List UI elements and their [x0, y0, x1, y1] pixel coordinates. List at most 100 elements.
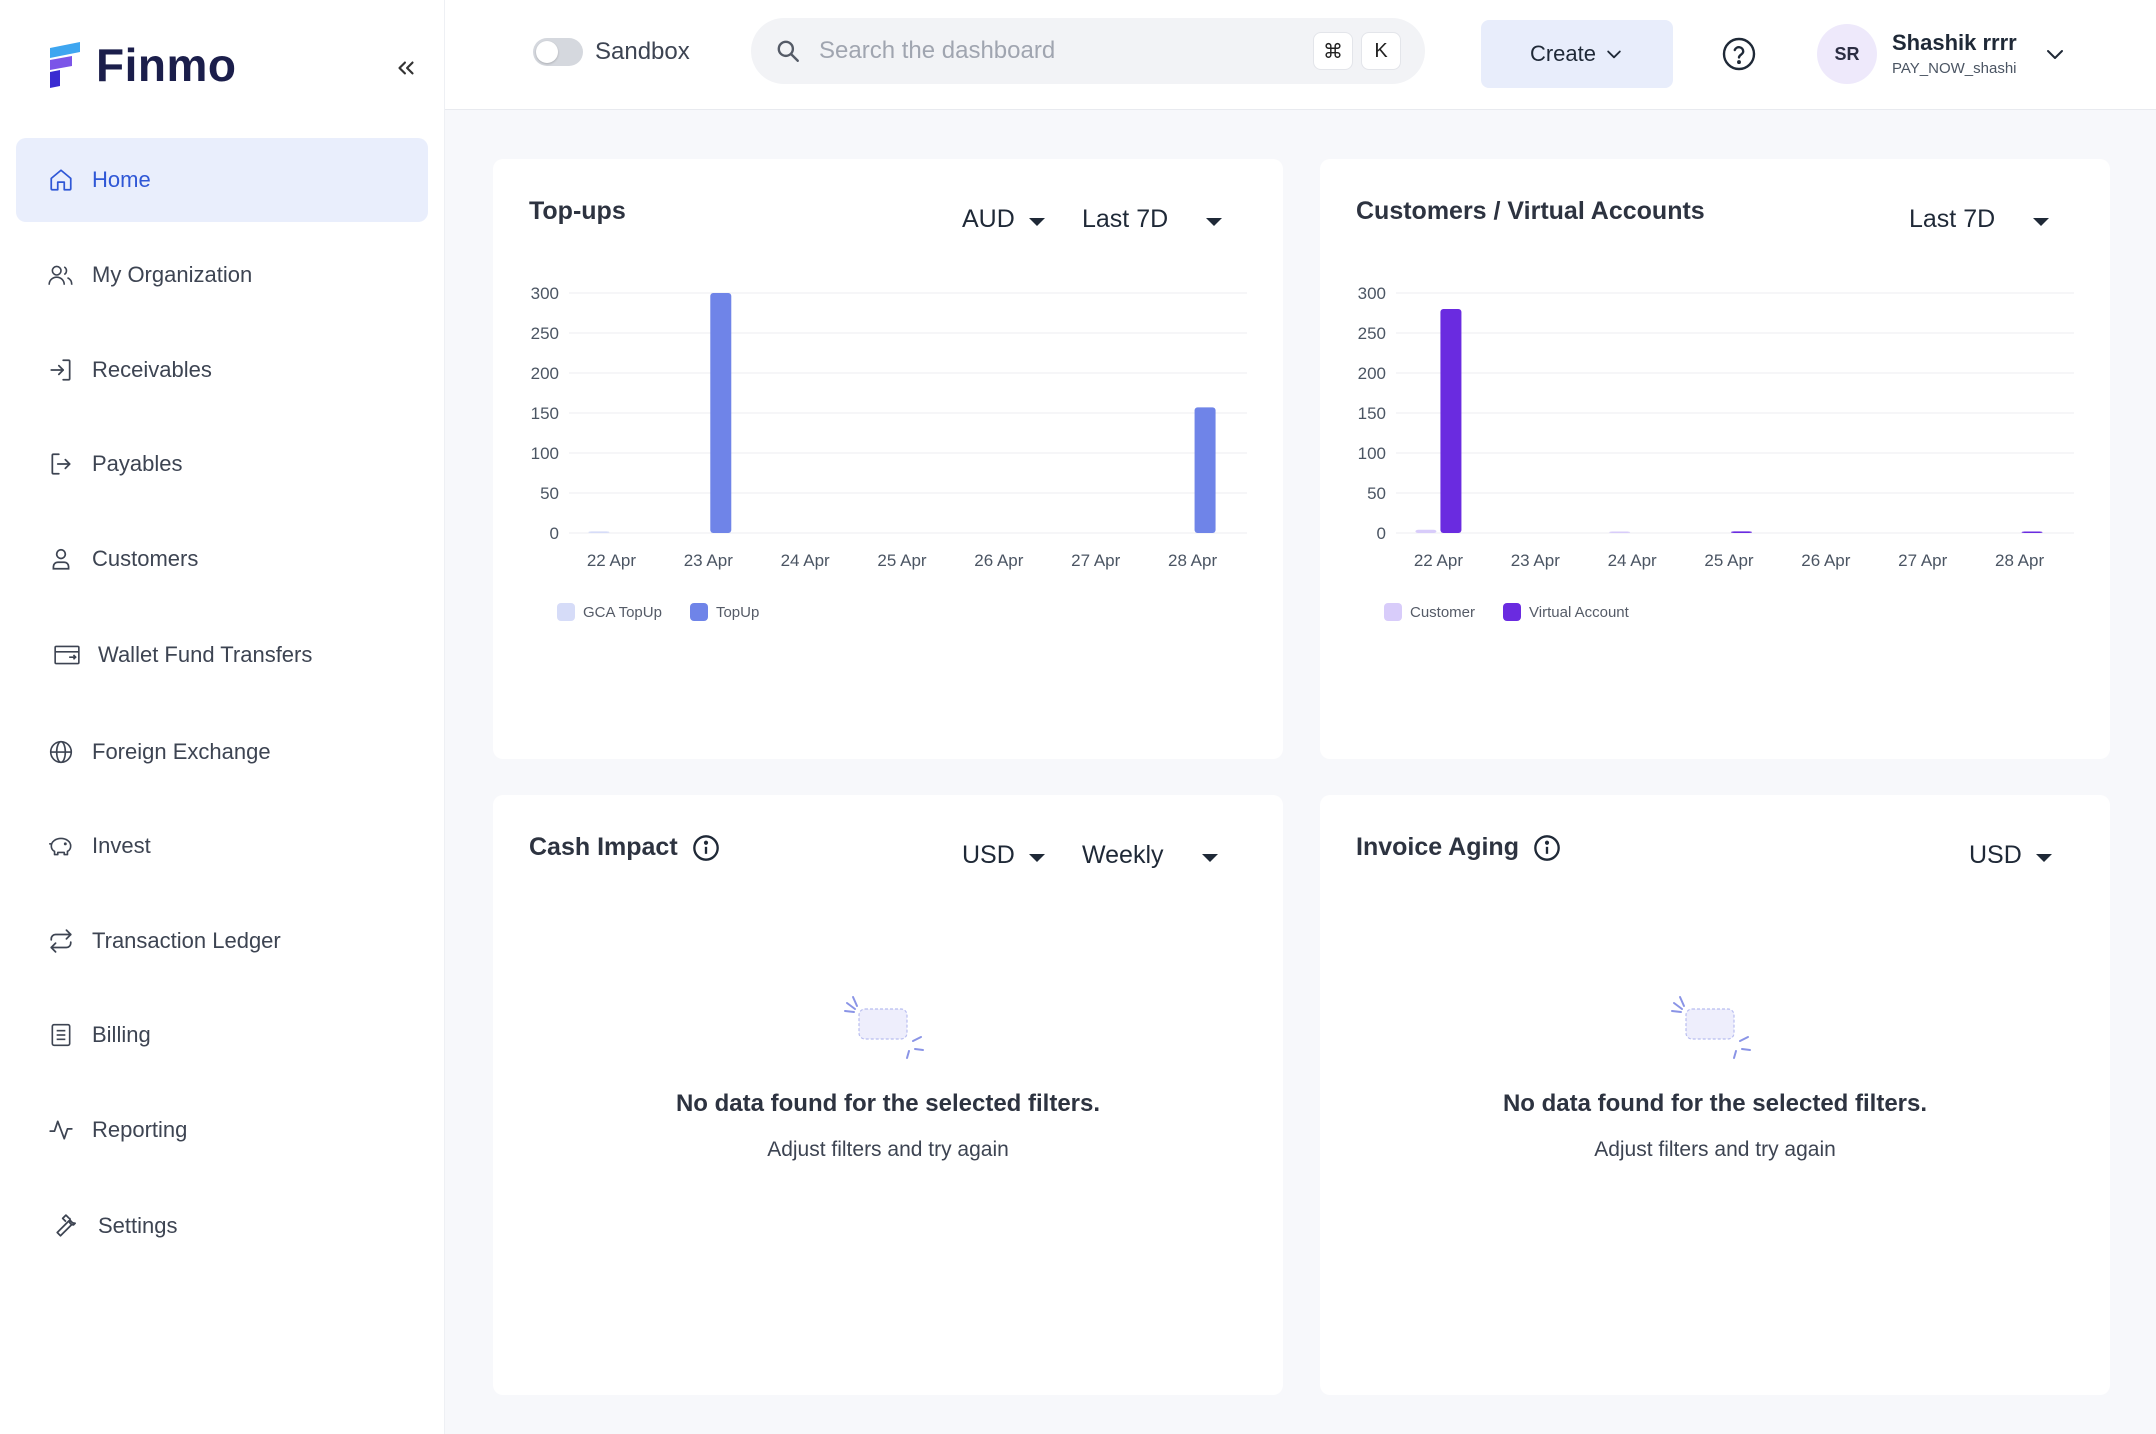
- chart-bar-virtual-account: [1731, 531, 1752, 533]
- currency-dropdown[interactable]: USD: [962, 841, 1045, 870]
- sidebar-item-label: Reporting: [92, 1117, 188, 1142]
- period-dropdown-value: Weekly: [1082, 841, 1164, 869]
- activity-icon: [46, 1115, 76, 1145]
- y-tick-label: 0: [550, 524, 559, 543]
- topups-title: Top-ups: [529, 197, 626, 225]
- sidebar-item-label: My Organization: [92, 262, 253, 287]
- topups-card: Top-ups AUD Last 7D 0 50 100 150 200 250 300 22…: [493, 159, 1283, 759]
- caret-down-icon: [2033, 217, 2050, 226]
- legend-item[interactable]: GCA TopUp: [557, 603, 662, 621]
- customers-title: Customers / Virtual Accounts: [1356, 197, 1705, 225]
- empty-state-subtitle: Adjust filters and try again: [767, 1138, 1009, 1161]
- sidebar-item-receivables[interactable]: Receivables: [16, 328, 428, 412]
- home-icon: [46, 165, 76, 195]
- create-button[interactable]: Create: [1481, 20, 1673, 88]
- sidebar-item-reporting[interactable]: Reporting: [16, 1088, 428, 1172]
- sidebar-item-payables[interactable]: Payables: [16, 422, 428, 506]
- customers-chart: 0 50 100 150 200 250 300 22 Apr 23 Apr 24 Apr 25 A…: [1358, 284, 2074, 570]
- chevrons-left-icon: [398, 61, 414, 75]
- chart-bar-customer: [1609, 531, 1631, 533]
- customers-card: Customers / Virtual Accounts Last 7D 0 50…: [1320, 159, 2110, 759]
- receipt-icon: [46, 1020, 76, 1050]
- sidebar-item-foreign-exchange[interactable]: Foreign Exchange: [16, 710, 428, 794]
- period-dropdown[interactable]: Weekly: [1082, 841, 1218, 870]
- legend-label: Customer: [1410, 603, 1476, 621]
- date-range-dropdown[interactable]: Last 7D: [1909, 205, 2050, 234]
- sidebar-item-label: Settings: [98, 1213, 178, 1238]
- sidebar-item-billing[interactable]: Billing: [16, 993, 428, 1077]
- shortcut-key-k: K: [1361, 32, 1401, 70]
- legend-swatch: [1384, 603, 1402, 621]
- legend-label: Virtual Account: [1529, 603, 1629, 621]
- search-input[interactable]: [819, 37, 1299, 65]
- caret-down-icon: [1028, 217, 1045, 226]
- chart-bar-topup: [1194, 407, 1216, 533]
- empty-state-illustration: [1671, 996, 1751, 1059]
- sidebar-item-my-organization[interactable]: My Organization: [16, 233, 428, 317]
- user-icon: [46, 544, 76, 574]
- card-title: Customers / Virtual Accounts: [1356, 197, 1705, 226]
- sidebar-item-label: Foreign Exchange: [92, 739, 271, 764]
- chevron-down-icon: [1607, 50, 1621, 59]
- info-icon[interactable]: [1533, 834, 1561, 862]
- chart-bar-gca-topup: [588, 531, 610, 533]
- user-name[interactable]: Shashik rrrr: [1892, 30, 2017, 55]
- help-icon[interactable]: [1721, 36, 1757, 72]
- date-range-dropdown[interactable]: Last 7D: [1082, 205, 1223, 234]
- x-tick-label: 23 Apr: [1511, 551, 1560, 570]
- legend-swatch: [1503, 603, 1522, 621]
- currency-dropdown[interactable]: USD: [1969, 841, 2052, 870]
- logout-arrow-icon: [46, 449, 76, 479]
- sidebar-item-settings[interactable]: Settings: [16, 1184, 428, 1268]
- sidebar-item-label: Invest: [92, 833, 151, 858]
- y-tick-label: 250: [1358, 324, 1386, 343]
- y-tick-label: 50: [1367, 484, 1386, 503]
- empty-state-title: No data found for the selected filters.: [675, 1090, 1101, 1117]
- topups-legend: GCA TopUp TopUp: [557, 603, 787, 621]
- sidebar-item-customers[interactable]: Customers: [16, 517, 428, 601]
- login-arrow-icon: [46, 355, 76, 385]
- caret-down-icon: [1028, 853, 1045, 862]
- search-bar[interactable]: ⌘ K: [751, 18, 1425, 84]
- currency-dropdown-value: USD: [1969, 841, 2022, 869]
- x-tick-label: 28 Apr: [1168, 551, 1217, 570]
- info-icon[interactable]: [692, 834, 720, 862]
- caret-down-icon: [1201, 853, 1218, 862]
- topups-chart: 0 50 100 150 200 250 300 22 Apr 23 Apr 24 Apr 25 A…: [531, 284, 1247, 570]
- date-range-dropdown-value: Last 7D: [1082, 205, 1169, 233]
- x-tick-label: 25 Apr: [1704, 551, 1753, 570]
- legend-swatch: [557, 603, 575, 621]
- sandbox-toggle[interactable]: [533, 38, 583, 66]
- sidebar-item-invest[interactable]: Invest: [16, 804, 428, 888]
- empty-state: No data found for the selected filters. …: [493, 1090, 1283, 1162]
- brand-logo[interactable]: Finmo: [46, 38, 236, 92]
- avatar[interactable]: SR: [1817, 24, 1877, 84]
- sidebar-item-label: Customers: [92, 546, 199, 571]
- empty-state: No data found for the selected filters. …: [1320, 1090, 2110, 1162]
- currency-dropdown[interactable]: AUD: [962, 205, 1045, 234]
- legend-item[interactable]: Customer: [1384, 603, 1475, 621]
- x-tick-label: 27 Apr: [1898, 551, 1947, 570]
- wallet-transfer-icon: [52, 640, 82, 670]
- collapse-sidebar-button[interactable]: [388, 50, 424, 86]
- x-tick-label: 24 Apr: [781, 551, 830, 570]
- sidebar-item-transaction-ledger[interactable]: Transaction Ledger: [16, 899, 428, 983]
- users-icon: [46, 260, 76, 290]
- x-tick-label: 26 Apr: [1801, 551, 1850, 570]
- sidebar-item-wallet-fund-transfers[interactable]: Wallet Fund Transfers: [16, 613, 428, 697]
- x-tick-label: 26 Apr: [974, 551, 1023, 570]
- legend-item[interactable]: Virtual Account: [1503, 603, 1629, 621]
- sidebar-item-home[interactable]: Home: [16, 138, 428, 222]
- legend-item[interactable]: TopUp: [689, 603, 759, 621]
- sandbox-switch[interactable]: Sandbox: [533, 38, 690, 66]
- y-tick-label: 100: [531, 444, 559, 463]
- empty-state-subtitle: Adjust filters and try again: [1594, 1138, 1836, 1161]
- invoice-aging-title: Invoice Aging: [1356, 833, 1519, 861]
- sidebar-item-label: Wallet Fund Transfers: [98, 642, 313, 667]
- cash-impact-title: Cash Impact: [529, 833, 678, 861]
- sidebar-item-label: Receivables: [92, 357, 212, 382]
- chevron-down-icon[interactable]: [2043, 42, 2067, 66]
- top-bar: Sandbox ⌘ K Create SR Shashik rrrr PAY_N…: [445, 0, 2156, 110]
- wrench-icon: [52, 1211, 82, 1241]
- y-tick-label: 0: [1377, 524, 1386, 543]
